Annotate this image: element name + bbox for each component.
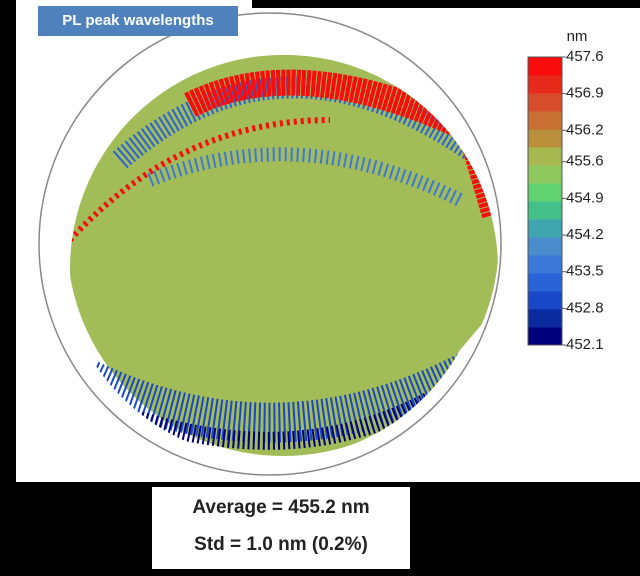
colorbar-tick-label: 455.6	[566, 153, 604, 170]
colorbar-segment	[528, 165, 562, 184]
colorbar-segment	[528, 237, 562, 256]
colorbar-segment	[528, 75, 562, 94]
colorbar-segment	[528, 201, 562, 220]
colorbar-segment	[528, 147, 562, 166]
colorbar-segment	[528, 183, 562, 202]
wafer-outline	[38, 12, 502, 476]
colorbar-tick-label: 454.9	[566, 189, 604, 206]
title-box	[38, 6, 238, 36]
colorbar-tick-label: 452.1	[566, 336, 604, 353]
colorbar-tick-label: 456.9	[566, 85, 604, 102]
colorbar-segment	[528, 93, 562, 112]
colorbar-segment	[528, 291, 562, 310]
colorbar-tick-label: 453.5	[566, 263, 604, 280]
stat-std: Std = 1.0 nm (0.2%)	[194, 534, 368, 555]
stats-box	[152, 487, 410, 569]
colorbar-tick-label: 452.8	[566, 299, 604, 316]
colorbar-label: nm	[567, 28, 588, 45]
colorbar: 457.6 456.9 456.2 455.6 454.9 454.2 453.5 452.8…	[527, 48, 604, 353]
chart-title: PL peak wavelengths	[62, 12, 213, 29]
colorbar-segment	[528, 255, 562, 274]
panel-top	[16, 0, 252, 10]
colorbar-tick-label: 457.6	[566, 48, 604, 65]
colorbar-segment	[528, 111, 562, 130]
colorbar-tick-label: 456.2	[566, 121, 604, 138]
colorbar-segment	[528, 273, 562, 292]
colorbar-frame	[527, 56, 563, 346]
bottom-band-2	[137, 392, 435, 450]
stat-average: Average = 455.2 nm	[192, 497, 369, 518]
colorbar-tick-label: 454.2	[566, 226, 604, 243]
colorbar-segment	[528, 57, 562, 76]
colorbar-segment	[528, 327, 562, 346]
colorbar-segment	[528, 219, 562, 238]
bottom-band	[81, 352, 480, 443]
colorbar-segment	[528, 309, 562, 328]
colorbar-segment	[528, 129, 562, 148]
